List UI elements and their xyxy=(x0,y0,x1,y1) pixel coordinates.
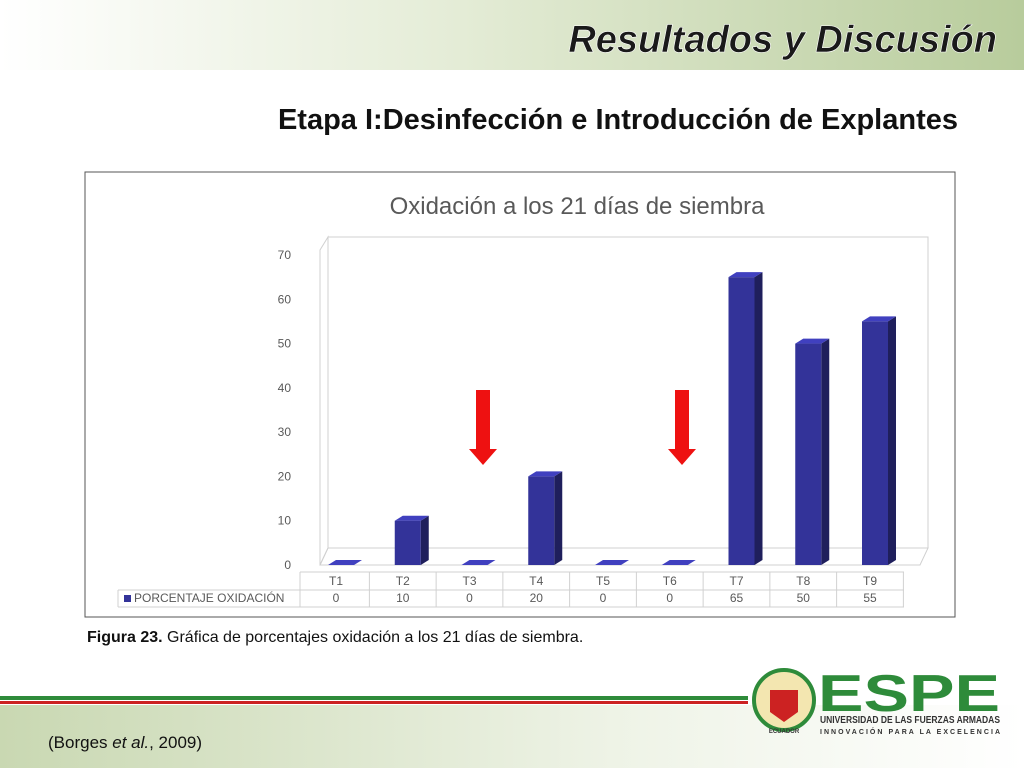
y-tick-label: 20 xyxy=(278,469,292,483)
bar-top xyxy=(394,515,429,521)
bar xyxy=(394,520,421,565)
chart-title: Oxidación a los 21 días de siembra xyxy=(390,193,766,220)
caption-text: Gráfica de porcentajes oxidación a los 2… xyxy=(163,629,584,646)
logo-name: ESPE xyxy=(818,665,1000,723)
data-table xyxy=(117,571,904,608)
x-tick-label: T5 xyxy=(596,574,610,588)
bar-side xyxy=(754,272,763,565)
bar-top xyxy=(795,338,830,344)
y-tick-label: 30 xyxy=(278,425,292,439)
y-tick-label: 0 xyxy=(284,558,291,572)
x-tick-label: T6 xyxy=(663,574,677,588)
bar-top xyxy=(461,560,496,565)
slide-title: Resultados y Discusión xyxy=(568,19,997,61)
header-band xyxy=(0,0,1024,70)
bar-side xyxy=(821,338,830,565)
bar xyxy=(795,343,822,565)
table-value: 10 xyxy=(396,591,410,605)
x-tick-label: T2 xyxy=(396,574,410,588)
footer-band xyxy=(0,705,1024,768)
x-tick-label: T1 xyxy=(329,574,343,588)
table-value: 0 xyxy=(666,591,673,605)
bar-top xyxy=(328,560,362,565)
table-value: 65 xyxy=(730,591,744,605)
caption-label: Figura 23. xyxy=(87,629,163,646)
y-tick-label: 60 xyxy=(278,292,292,306)
bar-top xyxy=(862,316,896,322)
y-tick-label: 50 xyxy=(278,337,292,351)
citation: (Borges et al., 2009) xyxy=(48,733,202,752)
table-value: 0 xyxy=(600,591,607,605)
x-tick-label: T7 xyxy=(729,574,743,588)
citation-text: (Borges xyxy=(48,733,112,752)
bar-top xyxy=(528,471,563,477)
x-tick-label: T8 xyxy=(796,574,810,588)
legend-label: PORCENTAJE OXIDACIÓN xyxy=(134,590,284,605)
bar-top xyxy=(595,560,629,565)
arrow xyxy=(668,390,696,465)
footer-line xyxy=(0,696,748,700)
bar xyxy=(862,321,888,565)
x-tick-label: T3 xyxy=(462,574,476,588)
citation-italic: et al. xyxy=(112,733,149,752)
bar xyxy=(728,277,755,565)
table-value: 0 xyxy=(466,591,473,605)
slide-subtitle: Etapa I:Desinfección e Introducción de E… xyxy=(278,104,958,136)
logo-emblem xyxy=(770,690,798,722)
y-tick-label: 70 xyxy=(278,248,292,262)
logo-badge: ECUADOR xyxy=(769,729,800,735)
footer-line xyxy=(0,701,748,704)
x-tick-label: T9 xyxy=(863,574,877,588)
bar-top xyxy=(728,272,763,278)
table-value: 55 xyxy=(863,591,877,605)
table-value: 0 xyxy=(333,591,340,605)
legend-swatch xyxy=(124,595,131,602)
bar-top xyxy=(661,560,696,565)
bar xyxy=(528,476,555,565)
table-value: 20 xyxy=(530,591,544,605)
x-tick-label: T4 xyxy=(529,574,543,588)
table-value: 50 xyxy=(797,591,811,605)
citation-text: , 2009) xyxy=(149,733,202,752)
floor xyxy=(319,547,929,566)
arrow xyxy=(469,390,497,465)
bar-side xyxy=(888,316,896,565)
bar-side xyxy=(554,471,563,565)
y-tick-label: 10 xyxy=(278,514,292,528)
bar-side xyxy=(420,515,429,565)
logo-line2: INNOVACIÓN PARA LA EXCELENCIA xyxy=(820,727,1000,736)
logo-line1: UNIVERSIDAD DE LAS FUERZAS ARMADAS xyxy=(820,715,1000,726)
y-tick-label: 40 xyxy=(278,381,292,395)
caption: Figura 23. Gráfica de porcentajes oxidac… xyxy=(87,629,583,646)
